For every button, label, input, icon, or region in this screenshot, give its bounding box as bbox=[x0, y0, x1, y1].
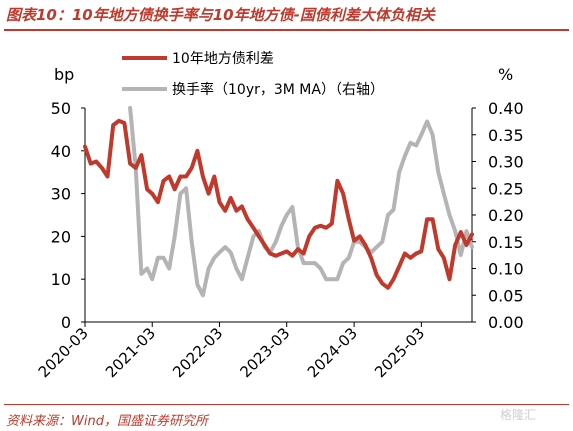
chart-axes: 0 10 20 30 40 50 0.00 0.05 0.10 0.15 0.20 0.25 0.30 0… bbox=[35, 99, 524, 381]
x-tick-label: 2020-03 bbox=[35, 324, 92, 381]
x-tick-label: 2021-03 bbox=[102, 324, 159, 381]
left-y-tick-label: 30 bbox=[51, 185, 71, 204]
right-y-tick-label: 0.00 bbox=[488, 313, 524, 332]
x-tick-label: 2025-03 bbox=[371, 324, 428, 381]
chart-series bbox=[83, 106, 474, 298]
right-y-tick-label: 0.10 bbox=[488, 260, 524, 279]
right-y-tick-label: 0.35 bbox=[488, 126, 524, 145]
figure-title: 图表10：10年地方债换手率与10年地方债-国债利差大体负相关 bbox=[6, 6, 435, 24]
left-y-tick-label: 10 bbox=[51, 270, 71, 289]
title-divider bbox=[4, 29, 569, 31]
legend-label-spread: 10年地方债利差 bbox=[172, 51, 274, 67]
footer-divider bbox=[4, 404, 569, 405]
line-chart: 0 10 20 30 40 50 0.00 0.05 0.10 0.15 0.20 0.25 0.30 0… bbox=[35, 51, 524, 381]
source-note: 资料来源：Wind，国盛证券研究所 bbox=[6, 414, 208, 429]
left-y-tick-label: 20 bbox=[51, 227, 71, 246]
right-y-tick-label: 0.15 bbox=[488, 233, 524, 252]
right-y-tick-label: 0.25 bbox=[488, 179, 524, 198]
left-y-tick-label: 0 bbox=[61, 313, 71, 332]
right-y-tick-label: 0.20 bbox=[488, 206, 524, 225]
left-y-tick-label: 50 bbox=[51, 99, 71, 118]
legend-label-turnover: 换手率（10yr，3M MA）（右轴） bbox=[172, 81, 384, 98]
series-line-turnover bbox=[128, 106, 474, 298]
chart-legend: 10年地方债利差 换手率（10yr，3M MA）（右轴） bbox=[122, 51, 384, 98]
x-tick-label: 2022-03 bbox=[169, 324, 226, 381]
watermark: 格隆汇 bbox=[500, 408, 537, 422]
x-tick-label: 2023-03 bbox=[236, 324, 293, 381]
series-line-spread bbox=[83, 118, 474, 290]
right-y-tick-label: 0.40 bbox=[488, 99, 524, 118]
left-y-tick-label: 40 bbox=[51, 142, 71, 161]
right-axis-unit: % bbox=[498, 65, 513, 84]
x-tick-label: 2024-03 bbox=[304, 324, 361, 381]
right-y-tick-label: 0.30 bbox=[488, 153, 524, 172]
right-y-tick-label: 0.05 bbox=[488, 286, 524, 305]
left-axis-unit: bp bbox=[54, 65, 74, 84]
